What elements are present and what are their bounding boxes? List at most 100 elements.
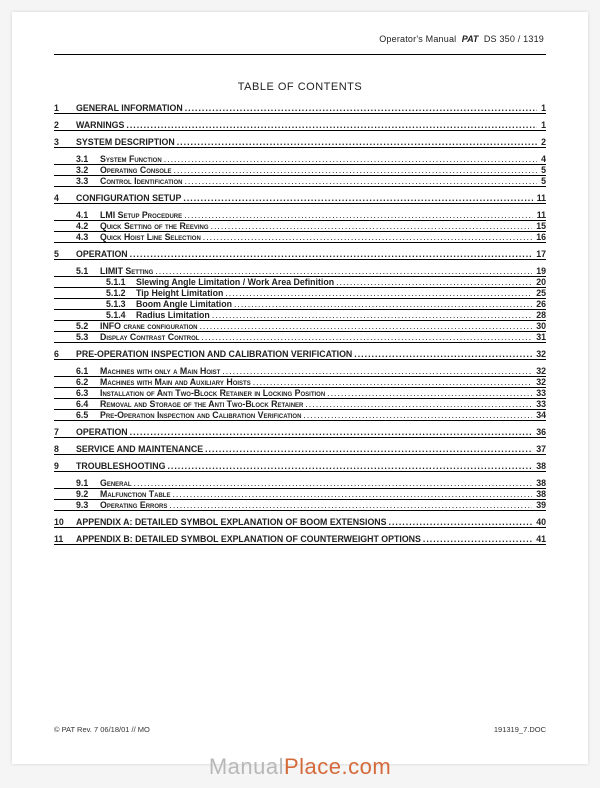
toc-leader-dots: ........................................… [223, 288, 532, 298]
toc-page-number: 26 [532, 299, 546, 309]
toc-entry-label: Quick Hoist Line Selection [100, 232, 201, 242]
toc-entry-number: 9.2 [76, 489, 100, 499]
toc-page-number: 11 [533, 193, 546, 203]
header-rule [54, 54, 546, 55]
toc-entry-number: 3.2 [76, 165, 100, 175]
toc-row: 6.3Installation of Anti Two-Block Retain… [54, 388, 546, 399]
toc-row: 5OPERATION..............................… [54, 249, 546, 260]
toc-leader-dots: ........................................… [334, 277, 532, 287]
page-header: Operator's Manual PAT DS 350 / 1319 [379, 34, 544, 44]
toc-row: 5.1.2Tip Height Limitation..............… [54, 288, 546, 299]
toc-entry-label: Installation of Anti Two-Block Retainer … [100, 388, 325, 398]
toc-leader-dots: ........................................… [124, 120, 537, 130]
toc-page-number: 31 [532, 332, 546, 342]
toc-page-number: 30 [532, 321, 546, 331]
toc-page-number: 38 [532, 478, 546, 488]
toc-row: 6.1Machines with only a Main Hoist......… [54, 366, 546, 377]
toc-entry-number: 5.2 [76, 321, 100, 331]
toc-leader-dots: ........................................… [232, 299, 532, 309]
toc-row: 3SYSTEM DESCRIPTION.....................… [54, 137, 546, 148]
toc-page-number: 33 [532, 388, 546, 398]
document-page: Operator's Manual PAT DS 350 / 1319 TABL… [12, 12, 588, 764]
toc-entry-number: 3 [54, 137, 76, 147]
toc-row: 9.1General..............................… [54, 478, 546, 489]
toc-leader-dots: ........................................… [170, 489, 532, 499]
toc-entry-number: 5.3 [76, 332, 100, 342]
toc-entry-number: 5.1.2 [106, 288, 136, 298]
toc-entry-number: 6.3 [76, 388, 100, 398]
toc-entry-number: 5.1.4 [106, 310, 136, 320]
toc-entry-number: 3.1 [76, 154, 100, 164]
toc-leader-dots: ........................................… [165, 461, 532, 471]
toc-entry-label: System Function [100, 154, 162, 164]
toc-entry-label: Tip Height Limitation [136, 288, 223, 298]
toc-entry-number: 4.2 [76, 221, 100, 231]
toc-leader-dots: ........................................… [325, 388, 532, 398]
toc-page-number: 1 [537, 103, 546, 113]
toc-entry-label: Quick Setting of the Reeving [100, 221, 209, 231]
footer-revision: © PAT Rev. 7 06/18/01 // MO [54, 725, 150, 734]
toc-page-number: 32 [532, 377, 546, 387]
toc-page-number: 16 [532, 232, 546, 242]
toc-entry-label: TROUBLESHOOTING [76, 461, 165, 471]
toc-page-number: 40 [532, 517, 546, 527]
toc-entry-number: 4.3 [76, 232, 100, 242]
toc-page-number: 1 [537, 120, 546, 130]
toc-entry-label: Machines with Main and Auxiliary Hoists [100, 377, 251, 387]
toc-entry-number: 1 [54, 103, 76, 113]
toc-entry-number: 6 [54, 349, 76, 359]
toc-row: 5.1.1Slewing Angle Limitation / Work Are… [54, 277, 546, 288]
toc-entry-label: LIMIT Setting [100, 266, 153, 276]
toc-entry-label: APPENDIX B: DETAILED SYMBOL EXPLANATION … [76, 534, 421, 544]
toc-leader-dots: ........................................… [301, 410, 532, 420]
toc-leader-dots: ........................................… [175, 137, 537, 147]
toc-entry-label: Radius Limitation [136, 310, 210, 320]
toc-entry-label: OPERATION [76, 427, 128, 437]
toc-entry-label: Malfunction Table [100, 489, 170, 499]
toc-leader-dots: ........................................… [251, 377, 533, 387]
toc-row: 5.1LIMIT Setting........................… [54, 266, 546, 277]
toc-entry-number: 9 [54, 461, 76, 471]
toc-leader-dots: ........................................… [352, 349, 532, 359]
toc-row: 4.1LMI Setup Procedure..................… [54, 210, 546, 221]
toc-leader-dots: ........................................… [421, 534, 532, 544]
toc-page-number: 41 [532, 534, 546, 544]
toc-entry-label: SERVICE AND MAINTENANCE [76, 444, 203, 454]
page-footer: © PAT Rev. 7 06/18/01 // MO 191319_7.DOC [54, 725, 546, 734]
footer-filename: 191319_7.DOC [494, 725, 546, 734]
model-number: DS 350 / 1319 [484, 34, 544, 44]
toc-entry-label: WARNINGS [76, 120, 124, 130]
toc-entry-label: LMI Setup Procedure [100, 210, 182, 220]
toc-page-number: 36 [532, 427, 546, 437]
toc-row: 9.3Operating Errors.....................… [54, 500, 546, 511]
toc-entry-number: 6.1 [76, 366, 100, 376]
toc-entry-label: CONFIGURATION SETUP [76, 193, 181, 203]
toc-heading: TABLE OF CONTENTS [54, 81, 546, 93]
toc-row: 2WARNINGS...............................… [54, 120, 546, 131]
toc-leader-dots: ........................................… [209, 221, 533, 231]
toc-page-number: 4 [537, 154, 546, 164]
manual-label: Operator's Manual [379, 34, 456, 44]
toc-page-number: 20 [532, 277, 546, 287]
toc-entry-number: 4.1 [76, 210, 100, 220]
toc-leader-dots: ........................................… [197, 321, 532, 331]
toc-leader-dots: ........................................… [203, 444, 532, 454]
toc-page-number: 33 [532, 399, 546, 409]
toc-leader-dots: ........................................… [132, 478, 533, 488]
toc-leader-dots: ........................................… [172, 165, 538, 175]
toc-entry-number: 9.1 [76, 478, 100, 488]
toc-entry-number: 11 [54, 534, 76, 544]
toc-leader-dots: ........................................… [183, 103, 537, 113]
toc-leader-dots: ........................................… [303, 399, 532, 409]
toc-entry-label: INFO crane configuration [100, 321, 197, 331]
toc-page-number: 17 [532, 249, 546, 259]
toc-entry-label: APPENDIX A: DETAILED SYMBOL EXPLANATION … [76, 517, 387, 527]
toc-row: 9.2Malfunction Table....................… [54, 489, 546, 500]
toc-entry-number: 4 [54, 193, 76, 203]
toc-row: 11APPENDIX B: DETAILED SYMBOL EXPLANATIO… [54, 534, 546, 545]
brand-logo-text: PAT [462, 34, 479, 44]
toc-page-number: 39 [532, 500, 546, 510]
toc-entry-number: 7 [54, 427, 76, 437]
table-of-contents: 1GENERAL INFORMATION....................… [54, 103, 546, 545]
toc-row: 5.2INFO crane configuration.............… [54, 321, 546, 332]
